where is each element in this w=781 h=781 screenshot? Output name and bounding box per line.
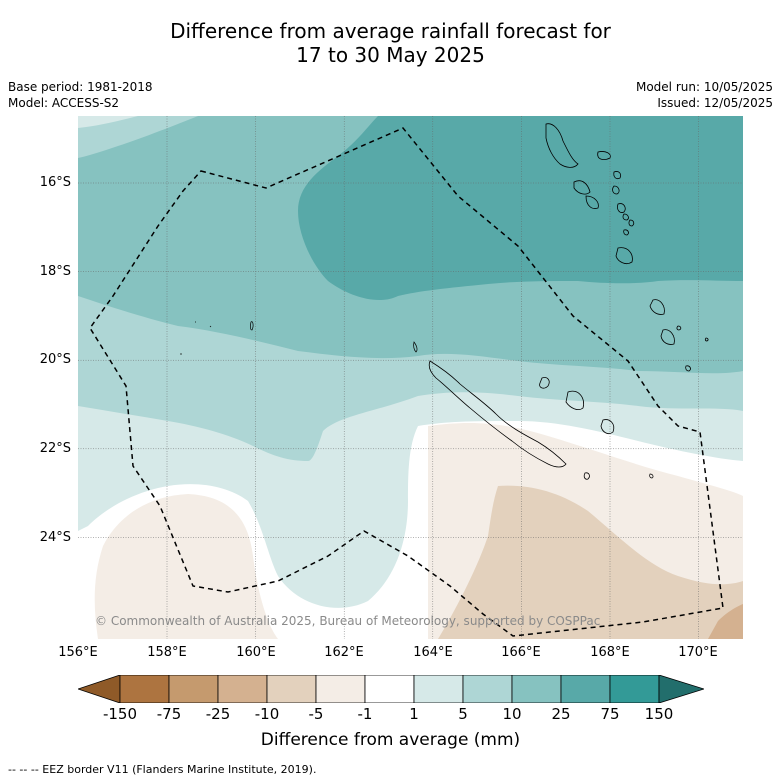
colorbar-tick-label: 1: [409, 705, 419, 723]
isle-of-pines: [583, 472, 590, 480]
lon-label-162e: 162°E: [324, 645, 364, 660]
graticule: [78, 116, 743, 639]
colorbar-cell: [266, 675, 317, 703]
model-name: Model: ACCESS-S2: [8, 96, 120, 110]
loyalty-island-3: [600, 419, 615, 434]
colorbar-cell: [462, 675, 513, 703]
contour-wet-25-75: [298, 116, 743, 301]
colorbar-tick-label: 150: [644, 705, 674, 723]
contour-wet-top-left-2: [78, 116, 138, 128]
copyright-text: © Commonwealth of Australia 2025, Bureau…: [95, 614, 601, 628]
loyalty-island-1: [539, 377, 550, 389]
colorbar-cell: [315, 675, 366, 703]
colorbar-cell: [364, 675, 415, 703]
map-svg: [78, 116, 743, 639]
title-line-2: 17 to 30 May 2025: [296, 43, 485, 67]
colorbar-tick-label: 10: [502, 705, 522, 723]
base-period: Base period: 1981-2018: [8, 80, 153, 94]
colorbar-cell: [168, 675, 219, 703]
colorbar-cell: [609, 675, 660, 703]
colorbar-tick-label: -25: [205, 705, 231, 723]
meta-right: Model run: 10/05/2025 Issued: 12/05/2025: [636, 79, 773, 111]
colorbar-cell: [119, 675, 170, 703]
lat-label-22s: 22°S: [39, 441, 71, 456]
lon-label-160e: 160°E: [236, 645, 276, 660]
lon-label-170e: 170°E: [678, 645, 718, 660]
lat-label-20s: 20°S: [39, 352, 71, 367]
lat-label-24s: 24°S: [39, 530, 71, 545]
colorbar-tick-label: 5: [458, 705, 468, 723]
lon-label-156e: 156°E: [58, 645, 98, 660]
model-run: Model run: 10/05/2025: [635, 80, 773, 94]
colorbar-tick-label: 75: [600, 705, 620, 723]
contour-wet-top-left: [78, 116, 198, 158]
vanuatu-islands: [545, 123, 709, 372]
map-title: Difference from average rainfall forecas…: [0, 19, 781, 67]
colorbar-title: Difference from average (mm): [260, 730, 521, 750]
lon-label-158e: 158°E: [147, 645, 187, 660]
colorbar-tick-label: -5: [308, 705, 324, 723]
colorbar-tick-label: -1: [357, 705, 373, 723]
colorbar-tick-label: -10: [254, 705, 280, 723]
lat-label-16s: 16°S: [39, 175, 71, 190]
colorbar-cell: [413, 675, 464, 703]
rainfall-map: [78, 116, 743, 639]
loyalty-island-2: [565, 390, 585, 410]
new-caledonia-island: [428, 360, 567, 468]
meta-left: Base period: 1981-2018 Model: ACCESS-S2: [8, 79, 153, 111]
colorbar-tick-label: -150: [102, 705, 138, 723]
issued-date: Issued: 12/05/2025: [657, 96, 773, 110]
contour-dry-light-west: [94, 494, 278, 639]
colorbar-extend-high: [658, 675, 704, 703]
colorbar-cell: [511, 675, 562, 703]
lat-label-18s: 18°S: [39, 264, 71, 279]
eez-border: [89, 127, 724, 637]
colorbar-tick-label: -75: [156, 705, 182, 723]
colorbar: [78, 675, 704, 703]
colorbar-tick-label: 25: [551, 705, 571, 723]
colorbar-cell: [560, 675, 611, 703]
colorbar-cell: [217, 675, 268, 703]
colorbar-extend-low: [78, 675, 121, 703]
contour-dry-medium: [438, 485, 743, 639]
eez-footnote: -- -- -- EEZ border V11 (Flanders Marine…: [8, 763, 317, 776]
small-islets: [180, 321, 654, 479]
contour-dry-strong: [708, 604, 743, 639]
lon-label-166e: 166°E: [501, 645, 541, 660]
title-line-1: Difference from average rainfall forecas…: [170, 19, 611, 43]
lon-label-164e: 164°E: [413, 645, 453, 660]
colorbar-cells: [78, 675, 704, 703]
lon-label-168e: 168°E: [590, 645, 630, 660]
